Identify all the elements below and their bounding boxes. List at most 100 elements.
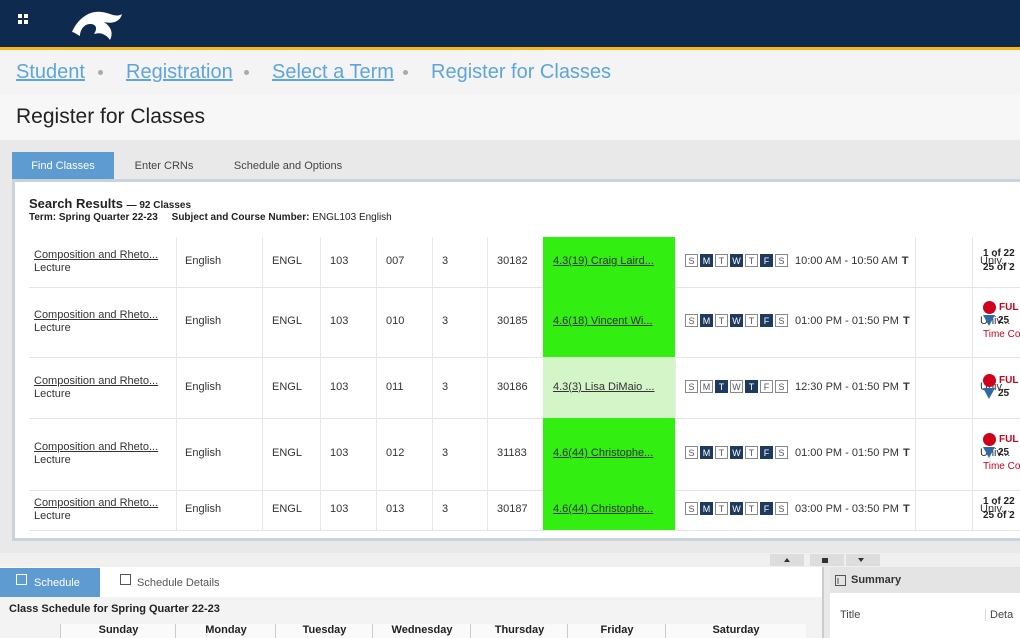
cell-divider (320, 490, 321, 530)
status-text: 25 of 2 (983, 262, 1015, 273)
schedule-title: Class Schedule for Spring Quarter 22-23 (9, 603, 220, 615)
tab[interactable]: Enter CRNs (134, 160, 194, 172)
code: ENGL (272, 315, 302, 327)
results-panel: Search Results — 92 Classes Term: Spring… (12, 179, 1020, 541)
cell-divider (176, 237, 177, 287)
day: T (715, 254, 728, 267)
crn: 30187 (497, 503, 528, 515)
schedule-tab[interactable]: Schedule Details (104, 568, 234, 597)
apps-menu[interactable] (18, 14, 34, 30)
status-line: 25 (983, 447, 1020, 461)
full-icon (983, 433, 996, 446)
cell-divider (262, 357, 263, 418)
time-tail: T (902, 380, 910, 393)
splitter-controls[interactable] (770, 553, 880, 567)
tab[interactable]: Find Classes (12, 152, 114, 179)
cell-divider (262, 287, 263, 357)
subject: English (185, 503, 222, 515)
day: T (715, 502, 728, 515)
day: W (730, 379, 743, 393)
section: 012 (386, 447, 405, 459)
status-text: FUL (999, 374, 1019, 386)
title-band (0, 95, 1020, 140)
cell-divider (262, 490, 263, 530)
meeting-time: 03:00 PM - 03:50 PM T (795, 503, 915, 515)
cell-divider (262, 237, 263, 287)
logo[interactable] (66, 2, 132, 44)
meeting-time: 01:00 PM - 01:50 PM T (795, 315, 915, 327)
cell-divider (432, 490, 433, 530)
cell-divider (176, 357, 177, 418)
schedule-tab[interactable]: Schedule (0, 568, 100, 597)
waitlist-icon (983, 447, 995, 458)
summary-panel: Summary Title Deta (830, 567, 1020, 638)
code: ENGL (272, 447, 302, 459)
status-line: 25 (983, 387, 1020, 402)
status-line: 25 of 2 (983, 262, 1020, 276)
course: 103 (330, 380, 349, 393)
page-title: Register for Classes (16, 105, 206, 128)
cell-divider (915, 287, 916, 357)
cell-divider (487, 287, 488, 357)
code: ENGL (272, 503, 302, 515)
day: S (775, 502, 788, 515)
course-title[interactable]: Composition and Rheto... (34, 497, 159, 509)
day: T (715, 446, 728, 459)
instructor-bg (543, 490, 675, 530)
instructor[interactable]: 4.3(19) Craig Laird... (553, 255, 654, 267)
status-text: FUL (999, 302, 1019, 314)
day: S (775, 314, 788, 327)
day: F (760, 379, 773, 393)
day-header: Tuesday (275, 624, 373, 638)
course-kind: Lecture (34, 262, 71, 274)
time-tail: T (901, 255, 909, 267)
time: 10:00 AM - 10:50 AM (795, 255, 898, 267)
subject: ENGL103 English (312, 212, 392, 223)
course-title[interactable]: Composition and Rheto... (34, 309, 159, 321)
cell-divider (320, 418, 321, 490)
day: T (745, 379, 758, 393)
status-line: 25 of 2 (983, 510, 1020, 524)
status-line: 1 of 22 (983, 248, 1020, 262)
time-tail: T (902, 503, 910, 515)
meeting-time: 01:00 PM - 01:50 PM T (795, 447, 915, 459)
status: FUL 25 (983, 373, 1020, 402)
status-text: 25 (998, 315, 1010, 327)
status-line: FUL (983, 373, 1020, 388)
time: 03:00 PM - 03:50 PM (795, 503, 899, 515)
cell-divider (487, 490, 488, 530)
cell-divider (176, 418, 177, 490)
course-title[interactable]: Composition and Rheto... (34, 249, 159, 261)
day: S (685, 379, 698, 393)
status-text: 25 (998, 447, 1010, 459)
tab[interactable]: Schedule and Options (233, 160, 343, 172)
cell-divider (432, 237, 433, 287)
day: T (745, 446, 758, 459)
time: 01:00 PM - 01:50 PM (795, 315, 899, 327)
day: M (700, 379, 713, 393)
breadcrumb-item[interactable]: Registration (126, 61, 233, 83)
instructor[interactable]: 4.6(44) Christophe... (553, 503, 654, 515)
cell-divider (262, 418, 263, 490)
breadcrumb-item[interactable]: Select a Term (272, 61, 394, 83)
day: T (745, 502, 758, 515)
day: S (685, 502, 698, 515)
instructor[interactable]: 4.6(44) Christophe... (553, 447, 654, 459)
day-header: Saturday (665, 624, 806, 638)
course-title[interactable]: Composition and Rheto... (34, 374, 159, 387)
term: Spring Quarter 22-23 (58, 212, 158, 223)
cell-divider (376, 237, 377, 287)
instructor-bg (543, 237, 675, 287)
instructor[interactable]: 4.6(18) Vincent Wi... (553, 315, 653, 327)
schedule-panel: Class Schedule for Spring Quarter 22-23 … (0, 567, 824, 638)
course-kind: Lecture (34, 387, 71, 400)
summary-title: Summary (851, 574, 902, 586)
breadcrumb-item[interactable]: Student (16, 61, 85, 83)
day: T (715, 314, 728, 327)
crn: 31183 (497, 447, 527, 459)
course-title[interactable]: Composition and Rheto... (34, 441, 159, 453)
instructor[interactable]: 4.3(3) Lisa DiMaio ... (553, 380, 655, 393)
